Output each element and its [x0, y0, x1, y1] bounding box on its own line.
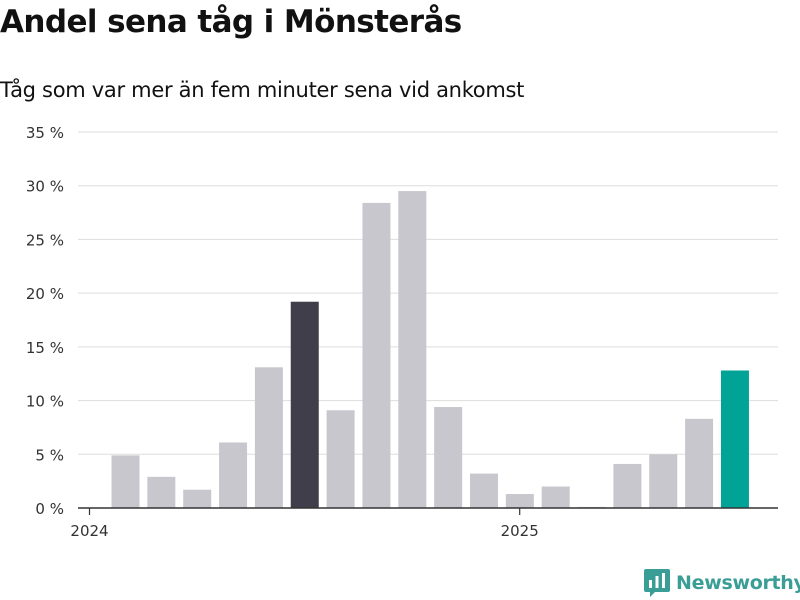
bar [434, 407, 463, 508]
bar [470, 473, 498, 508]
bar [720, 370, 749, 508]
bar [505, 494, 534, 508]
bar [183, 489, 212, 508]
y-tick-label: 5 % [35, 446, 64, 464]
chart-title: Andel sena tåg i Mönsterås [0, 4, 462, 40]
x-tick-label: 2025 [501, 522, 539, 540]
bar [219, 442, 248, 508]
bar [147, 476, 176, 508]
brand-logo: Newsworthy [644, 568, 800, 598]
y-tick-label: 25 % [26, 231, 64, 249]
bar [290, 301, 319, 508]
x-tick-label: 2024 [70, 522, 108, 540]
bar [685, 418, 714, 508]
newsworthy-logo-icon [644, 569, 670, 597]
y-tick-label: 20 % [26, 285, 64, 303]
y-tick-label: 0 % [35, 500, 64, 518]
brand-name: Newsworthy [676, 572, 800, 594]
y-tick-label: 15 % [26, 339, 64, 357]
bar [398, 191, 427, 509]
bar [254, 367, 283, 508]
bar [541, 486, 570, 508]
bar [111, 455, 140, 508]
bar [613, 463, 642, 508]
y-tick-label: 35 % [26, 124, 64, 142]
chart-subtitle: Tåg som var mer än fem minuter sena vid … [0, 78, 525, 102]
y-tick-label: 10 % [26, 393, 64, 411]
bar [362, 202, 391, 508]
y-tick-label: 30 % [26, 178, 64, 196]
bar [649, 454, 678, 508]
bar [326, 410, 355, 508]
